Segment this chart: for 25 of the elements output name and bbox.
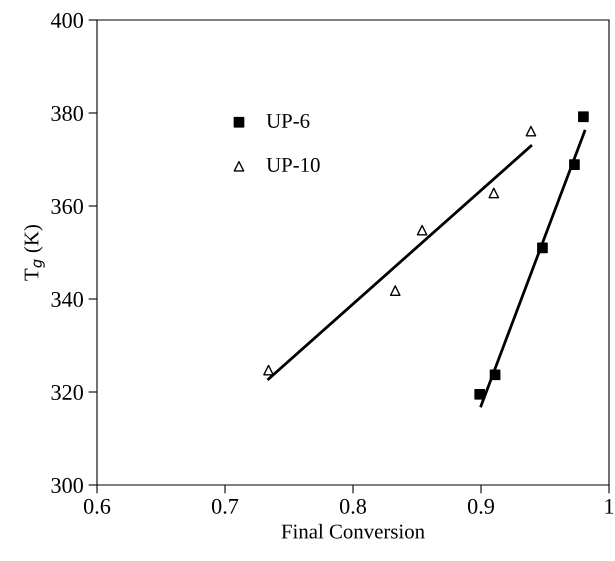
point: [490, 369, 500, 380]
x-axis-title: Final Conversion: [282, 524, 425, 539]
y-tick-label: 380: [52, 106, 83, 121]
point: [263, 364, 274, 376]
point: [390, 285, 401, 296]
x-tick-label: 0.9: [468, 498, 494, 514]
x-tick-label: 0.7: [212, 498, 238, 514]
point: [488, 188, 500, 198]
y-tick-label: 360: [52, 198, 83, 214]
y-tick-label: 300: [52, 478, 83, 493]
point: [569, 159, 580, 170]
y-tick-label: 340: [52, 292, 83, 307]
point: [537, 242, 548, 254]
x-tick-label: 0.8: [340, 498, 366, 514]
legend-label: UP-6: [266, 114, 310, 128]
y-axis-title: T$_{g}$ (K): [24, 225, 45, 281]
point: [526, 126, 536, 136]
x-tick-label: 0.6: [84, 498, 110, 514]
legend-label: UP-10: [266, 158, 320, 172]
point: [578, 111, 589, 122]
point: [416, 224, 428, 236]
y-tick-label: 400: [50, 12, 83, 28]
point: [474, 388, 486, 400]
x-tick-label: 1: [605, 498, 614, 514]
y-tick-label: 320: [52, 384, 83, 400]
